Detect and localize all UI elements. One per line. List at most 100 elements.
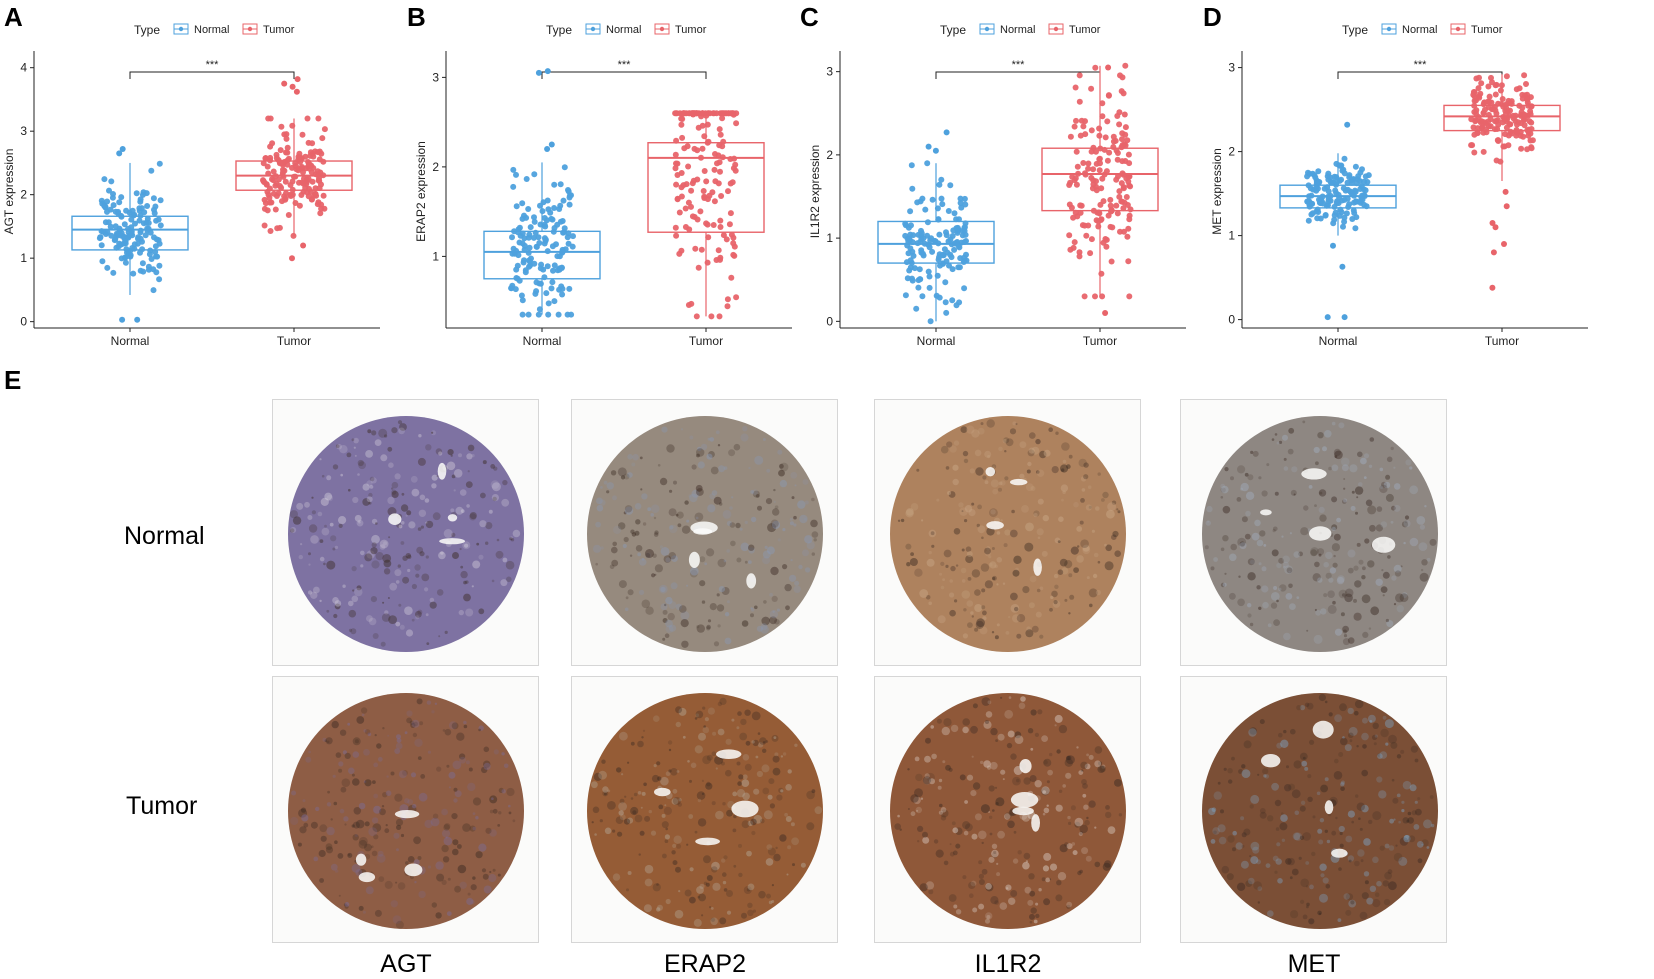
data-point [265,170,272,177]
tissue-texture [623,818,631,825]
tissue-texture [485,827,492,834]
tissue-texture [1413,824,1420,830]
tissue-texture [766,893,771,899]
tissue-texture [1351,490,1355,494]
tissue-texture [980,563,990,572]
tissue-texture [612,873,621,881]
data-point [716,126,723,133]
outlier-point [300,242,307,249]
tissue-texture [1325,572,1332,579]
tissue-texture [624,607,629,612]
tissue-texture [1043,449,1051,457]
tissue-texture [405,629,414,637]
tissue-texture [440,551,444,555]
tissue-texture [1322,446,1327,452]
data-point [731,155,738,162]
data-point [927,318,934,325]
tissue-texture [678,798,682,802]
tissue-texture [1312,815,1316,819]
tissue-texture [790,471,798,479]
tissue-gap [437,462,447,480]
legend-dot-normal [1386,26,1392,32]
tissue-texture [704,562,708,566]
outlier-point [1492,224,1499,231]
data-point [1352,225,1359,232]
tissue-texture [408,521,416,529]
tissue-texture [733,814,737,819]
tissue-texture [1087,485,1092,489]
tissue-texture [377,756,383,762]
data-point [280,166,286,173]
tissue-texture [1051,466,1059,474]
tissue-texture [680,428,684,431]
tissue-gap [404,863,423,877]
tissue-texture [1348,859,1352,863]
tissue-texture [798,564,803,570]
data-point [262,155,269,162]
tissue-texture [324,492,333,501]
tissue-texture [1279,822,1288,831]
data-point [676,209,683,216]
tissue-texture [961,510,964,513]
tissue-texture [1333,771,1343,780]
tissue-texture [382,727,385,730]
tissue-gap [1031,814,1040,832]
y-axis-label: MET expression [1210,148,1224,234]
tissue-texture [974,589,981,596]
data-point [1114,210,1121,217]
tissue-texture [711,866,718,873]
y-tick-label: 2 [20,188,27,202]
tissue-texture [1030,747,1034,751]
tissue-texture [1022,861,1030,870]
data-point [1357,198,1364,205]
tissue-texture [630,806,639,816]
tissue-texture [353,437,359,444]
tissue-texture [1317,910,1322,916]
tissue-texture [707,619,712,623]
tissue-texture [650,513,654,517]
data-point [1527,108,1534,115]
tissue-texture [785,605,790,611]
data-point [1076,249,1083,256]
tissue-texture [1043,898,1051,906]
tissue-texture [976,618,985,628]
tissue-texture [344,823,347,826]
tissue-texture [1081,847,1089,855]
tissue-texture [366,496,373,503]
tissue-texture [1300,800,1306,805]
tissue-texture [1298,551,1303,557]
tissue-texture [1027,449,1035,457]
tissue-texture [1402,817,1409,824]
tissue-texture [1375,578,1383,586]
tissue-texture [1285,593,1293,600]
data-point [1305,169,1311,176]
tissue-disc [587,693,823,929]
tissue-texture [352,589,355,592]
data-point [152,249,159,255]
tissue-texture [950,565,956,572]
tissue-texture [764,545,768,549]
tissue-texture [1343,498,1348,503]
data-point [551,298,558,305]
tissue-texture [1409,485,1419,495]
tissue-texture [1221,865,1230,874]
tissue-texture [663,806,672,815]
tissue-texture [995,802,999,806]
tissue-texture [348,600,354,607]
data-point [1528,145,1535,152]
data-point [155,216,162,223]
tissue-texture [1306,629,1309,632]
tissue-texture [1270,592,1280,601]
data-point [109,194,116,201]
data-point [531,218,538,225]
data-point [1099,293,1106,300]
tissue-gap [746,573,757,589]
tissue-texture [352,778,360,786]
tissue-texture [358,461,366,470]
tissue-texture [1211,807,1217,812]
tissue-texture [746,850,752,857]
tissue-texture [401,492,405,496]
tissue-texture [620,475,626,480]
tissue-texture [1343,634,1348,638]
data-point [108,232,115,239]
